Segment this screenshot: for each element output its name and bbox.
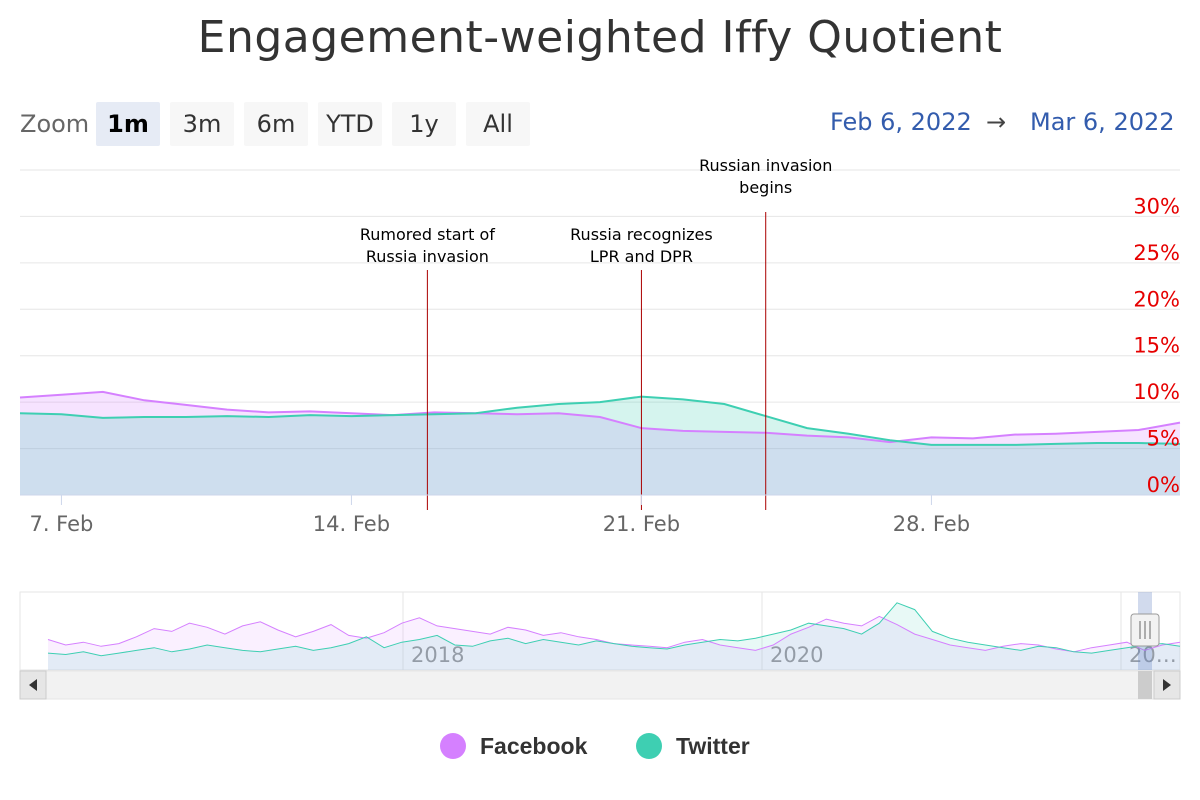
scrollbar-thumb[interactable] xyxy=(1138,671,1152,699)
zoom-1m-button[interactable]: 1m xyxy=(96,102,160,146)
x-tick-label: 14. Feb xyxy=(313,512,390,536)
x-tick-label: 28. Feb xyxy=(893,512,970,536)
y-tick-label: 0% xyxy=(1147,473,1180,497)
zoom-all-button[interactable]: All xyxy=(466,102,530,146)
x-tick-label: 21. Feb xyxy=(603,512,680,536)
range-arrow: → xyxy=(986,108,1007,136)
facebook-line xyxy=(19,390,1181,444)
twitter-area xyxy=(20,396,1180,495)
navigator-twitter-area xyxy=(48,602,1180,670)
annotation-label: Rumored start of xyxy=(360,225,495,244)
y-tick-label: 30% xyxy=(1133,194,1180,218)
annotation-label: begins xyxy=(739,178,792,197)
navigator[interactable]: 2018 2020 20… xyxy=(19,591,1181,700)
facebook-legend-marker-icon xyxy=(440,733,466,759)
navigator-tick-label: 2018 xyxy=(411,643,464,667)
zoom-3m-button[interactable]: 3m xyxy=(170,102,234,146)
arrow-right-icon xyxy=(1163,679,1171,691)
annotation-label: LPR and DPR xyxy=(590,247,693,266)
legend-label-facebook: Facebook xyxy=(480,732,588,759)
zoom-ytd-button[interactable]: YTD xyxy=(318,102,382,146)
chart-title: Engagement-weighted Iffy Quotient xyxy=(197,12,1003,63)
navigator-facebook-area xyxy=(48,616,1180,670)
navigator-twitter-line xyxy=(47,602,1181,657)
plot-area xyxy=(19,390,1181,495)
x-axis: 7. Feb 14. Feb 21. Feb 28. Feb xyxy=(20,494,1180,536)
y-tick-label: 15% xyxy=(1133,334,1180,358)
x-tick-label: 7. Feb xyxy=(29,512,93,536)
legend-label-twitter: Twitter xyxy=(676,732,750,759)
annotations: Rumored start of Russia invasion Russia re… xyxy=(360,156,832,510)
navigator-frame xyxy=(19,591,1181,671)
annotation-label: Russia recognizes xyxy=(570,225,713,244)
navigator-tick-label: 2020 xyxy=(770,643,823,667)
y-tick-label: 10% xyxy=(1133,380,1180,404)
annotation-label: Russia invasion xyxy=(366,247,489,266)
y-tick-label: 20% xyxy=(1133,287,1180,311)
twitter-legend-marker-icon xyxy=(636,733,662,759)
arrow-left-icon xyxy=(29,679,37,691)
y-tick-label: 25% xyxy=(1133,241,1180,265)
zoom-6m-button[interactable]: 6m xyxy=(244,102,308,146)
zoom-label: Zoom xyxy=(20,110,90,138)
scroll-left-button[interactable] xyxy=(19,670,47,700)
annotation-label: Russian invasion xyxy=(699,156,832,175)
legend-item-twitter[interactable]: Twitter xyxy=(636,730,750,762)
y-axis: 0% 5% 10% 15% 20% 25% 30% xyxy=(1133,194,1180,497)
range-to-input[interactable]: Mar 6, 2022 xyxy=(1030,108,1175,136)
twitter-line xyxy=(19,395,1181,446)
legend-item-facebook[interactable]: Facebook xyxy=(440,730,587,762)
y-tick-label: 5% xyxy=(1147,427,1180,451)
scrollbar-track xyxy=(19,670,1181,700)
zoom-1y-button[interactable]: 1y xyxy=(392,102,456,146)
range-from-input[interactable]: Feb 6, 2022 xyxy=(830,108,972,136)
facebook-area xyxy=(20,391,1180,495)
